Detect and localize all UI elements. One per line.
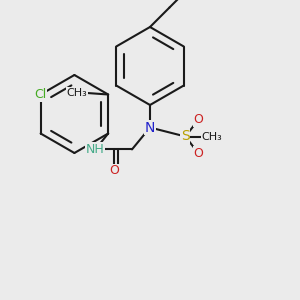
Text: O: O (109, 164, 119, 178)
Text: S: S (181, 130, 190, 143)
Text: O: O (194, 147, 203, 160)
Text: Cl: Cl (34, 88, 47, 101)
Text: CH₃: CH₃ (201, 131, 222, 142)
Text: CH₃: CH₃ (66, 88, 87, 98)
Text: NH: NH (86, 143, 105, 156)
Text: O: O (194, 113, 203, 126)
Text: N: N (145, 121, 155, 134)
